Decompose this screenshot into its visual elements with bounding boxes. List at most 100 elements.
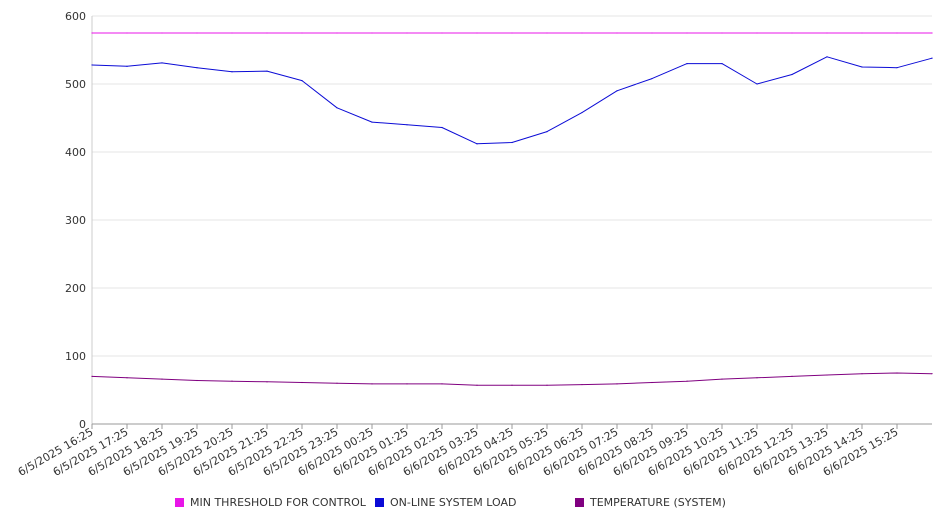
data-point <box>546 32 548 34</box>
data-point <box>371 32 373 34</box>
data-point <box>616 32 618 34</box>
data-point <box>511 32 513 34</box>
data-point <box>266 381 268 383</box>
line-chart: 0 100 200 300 400 500 600 6/5/2025 16:256/5/20… <box>16 10 933 479</box>
legend-label-temperature: TEMPERATURE (SYSTEM) <box>590 496 726 509</box>
data-point <box>651 32 653 34</box>
data-point <box>756 377 758 379</box>
data-point <box>861 66 863 68</box>
gridlines <box>92 15 932 425</box>
data-point <box>756 32 758 34</box>
data-point <box>231 71 233 73</box>
y-tick-label: 600 <box>65 10 86 23</box>
legend-swatch-system-load <box>375 498 384 507</box>
data-point <box>616 90 618 92</box>
data-point <box>476 143 478 145</box>
x-tick-labels: 6/5/2025 16:256/5/2025 17:256/5/2025 18:… <box>16 425 901 479</box>
data-point <box>161 378 163 380</box>
y-tick-label: 500 <box>65 78 86 91</box>
y-tick-label: 300 <box>65 214 86 227</box>
data-point <box>686 63 688 65</box>
data-point <box>861 32 863 34</box>
data-point <box>791 73 793 76</box>
data-point <box>231 32 233 34</box>
data-point <box>161 32 163 34</box>
data-point <box>686 380 688 382</box>
y-tick-labels: 0 100 200 300 400 500 600 <box>65 10 86 431</box>
data-point <box>546 384 548 386</box>
y-tick-label: 0 <box>79 418 86 431</box>
legend-item-system-load[interactable]: ON-LINE SYSTEM LOAD <box>375 496 516 509</box>
data-point <box>301 381 303 384</box>
legend-item-min-threshold[interactable]: MIN THRESHOLD FOR CONTROL <box>175 496 366 509</box>
data-point <box>371 383 373 385</box>
data-point <box>686 32 688 34</box>
data-point <box>651 381 653 384</box>
data-point <box>371 121 373 123</box>
data-point <box>91 375 93 377</box>
legend-swatch-temperature <box>575 498 584 507</box>
y-tick-label: 400 <box>65 146 86 159</box>
data-point <box>581 32 583 34</box>
axes <box>91 16 932 429</box>
data-point <box>266 32 268 34</box>
data-point <box>896 372 898 374</box>
data-point <box>826 374 828 376</box>
data-point <box>791 32 793 34</box>
data-point <box>546 131 548 133</box>
y-tick-label: 100 <box>65 350 86 363</box>
data-point <box>126 65 128 67</box>
data-point <box>511 384 513 386</box>
data-point <box>931 32 933 34</box>
data-point <box>581 111 583 114</box>
data-point <box>301 32 303 34</box>
data-point <box>336 382 338 384</box>
series-lines <box>91 32 933 386</box>
data-point <box>651 77 653 80</box>
data-point <box>231 380 233 382</box>
legend-label-system-load: ON-LINE SYSTEM LOAD <box>390 496 517 509</box>
data-point <box>896 32 898 34</box>
data-point <box>196 32 198 34</box>
data-point <box>336 32 338 34</box>
data-point <box>721 63 723 65</box>
series-line-1 <box>91 56 933 145</box>
data-point <box>476 32 478 34</box>
y-tick-label: 200 <box>65 282 86 295</box>
data-point <box>266 70 268 72</box>
data-point <box>441 383 443 385</box>
data-point <box>196 379 198 382</box>
data-point <box>91 64 93 66</box>
data-point <box>581 383 583 386</box>
data-point <box>161 62 163 64</box>
data-point <box>721 32 723 34</box>
data-point <box>861 373 863 375</box>
series-line-2 <box>91 372 933 386</box>
legend: MIN THRESHOLD FOR CONTROL ON-LINE SYSTEM… <box>0 496 946 516</box>
data-point <box>931 57 933 59</box>
data-point <box>791 375 793 377</box>
data-point <box>756 83 758 85</box>
data-point <box>301 80 303 82</box>
data-point <box>826 56 828 58</box>
data-point <box>616 383 618 385</box>
data-point <box>476 384 478 386</box>
data-point <box>721 378 723 380</box>
data-point <box>336 107 338 109</box>
data-point <box>406 124 408 126</box>
data-point <box>826 32 828 34</box>
data-point <box>511 141 513 144</box>
legend-swatch-min-threshold <box>175 498 184 507</box>
data-point <box>896 67 898 69</box>
data-point <box>196 67 198 69</box>
data-point <box>406 32 408 34</box>
data-point <box>126 377 128 379</box>
data-point <box>441 126 443 129</box>
data-point <box>91 32 93 34</box>
legend-item-temperature[interactable]: TEMPERATURE (SYSTEM) <box>575 496 726 509</box>
data-point <box>931 373 933 375</box>
data-point <box>406 383 408 385</box>
data-point <box>441 32 443 34</box>
data-point <box>126 32 128 34</box>
